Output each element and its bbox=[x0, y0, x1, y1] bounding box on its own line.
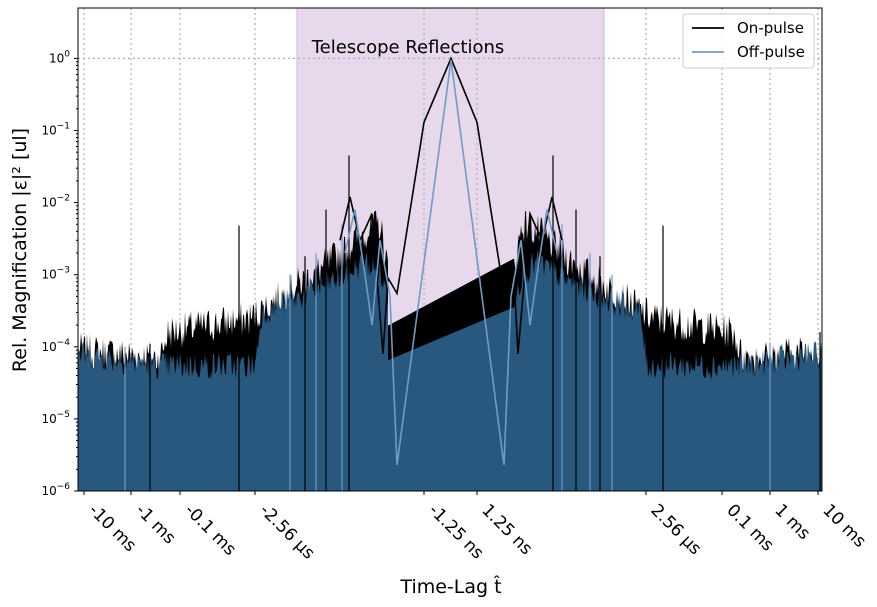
x-tick-label: 0.1 ms bbox=[722, 500, 777, 555]
x-tick-label: -10 ms bbox=[84, 500, 140, 556]
legend-label-off-pulse: Off-pulse bbox=[737, 43, 805, 61]
x-tick-label: -0.1 ms bbox=[180, 500, 239, 559]
x-tick-label: 10 ms bbox=[818, 500, 869, 551]
y-axis-ticks: 10−6 10−5 10−4 10−3 10−2 10−1 100 bbox=[41, 49, 78, 498]
grid-lines bbox=[78, 8, 822, 491]
on-pulse-spikes bbox=[149, 155, 821, 491]
legend: On-pulse Off-pulse bbox=[682, 13, 815, 69]
off-pulse-spikes bbox=[124, 224, 771, 491]
annotation-telescope-reflections: Telescope Reflections bbox=[311, 37, 505, 58]
y-tick-label: 100 bbox=[49, 49, 70, 65]
y-tick-label: 10−4 bbox=[41, 338, 70, 354]
on-pulse-center-line bbox=[339, 56, 563, 354]
plot-frame bbox=[77, 7, 823, 492]
legend-label-on-pulse: On-pulse bbox=[737, 19, 804, 37]
x-axis-ticks: -10 ms-1 ms -0.1 ms -2.56 µs -1.25 ns1.25 n… bbox=[83, 491, 870, 563]
x-tick-label: 1 ms bbox=[770, 500, 814, 544]
y-tick-label: 10−6 bbox=[41, 482, 70, 498]
x-axis-label: Time-Lag t̂ bbox=[399, 576, 501, 598]
y-tick-label: 10−3 bbox=[41, 266, 70, 282]
off-pulse-center-line bbox=[344, 59, 558, 466]
off-pulse-noise-band bbox=[78, 248, 822, 491]
x-tick-label: -2.56 µs bbox=[255, 500, 318, 563]
y-tick-label: 10−2 bbox=[41, 194, 70, 210]
x-tick-label: -1.25 ns bbox=[424, 500, 487, 563]
x-tick-label: 2.56 µs bbox=[646, 500, 705, 559]
y-tick-label: 10−5 bbox=[41, 410, 70, 426]
y-axis-label: Rel. Magnification |ε|² [ul] bbox=[9, 128, 31, 372]
y-tick-label: 10−1 bbox=[41, 121, 70, 137]
